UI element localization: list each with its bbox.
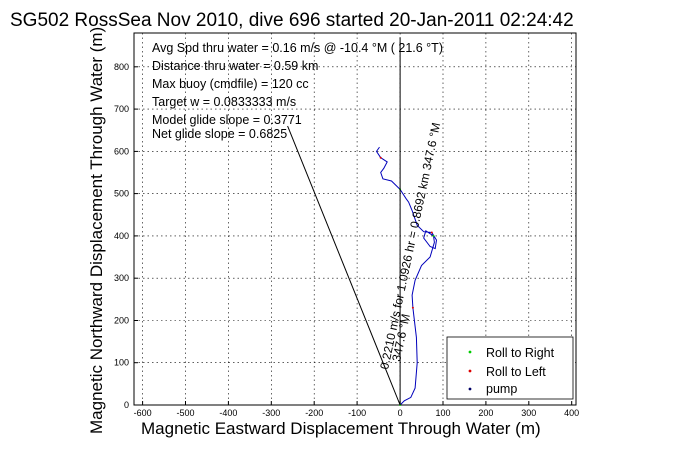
info-block: Avg Spd thru water = 0.16 m/s @ -10.4 °M…: [152, 41, 443, 141]
roll-point: [432, 234, 435, 237]
x-tick-label: 300: [521, 408, 536, 418]
y-tick-label: 600: [114, 146, 129, 156]
info-line-max-buoy: Max buoy (cmdfile) = 120 cc: [152, 77, 309, 91]
y-tick-label: 100: [114, 358, 129, 368]
x-axis-label: Magnetic Eastward Displacement Through W…: [141, 419, 541, 438]
x-tick-label: 200: [478, 408, 493, 418]
y-tick-label: 700: [114, 104, 129, 114]
legend-label-pump: pump: [486, 382, 517, 396]
x-tick-label: -600: [134, 408, 152, 418]
track-line: [375, 146, 438, 406]
y-tick-label: 300: [114, 273, 129, 283]
info-line-target-w: Target w = 0.0833333 m/s: [152, 95, 296, 109]
x-tick-label: -200: [305, 408, 323, 418]
roll-point: [430, 231, 433, 234]
y-tick-label: 400: [114, 231, 129, 241]
info-line-net-glide: Net glide slope = 0.6825: [152, 127, 287, 141]
x-tick-label: -300: [262, 408, 280, 418]
legend-marker-pump: [468, 387, 472, 391]
info-line-avg-speed: Avg Spd thru water = 0.16 m/s @ -10.4 °M…: [152, 41, 443, 55]
y-tick-label: 200: [114, 316, 129, 326]
legend-marker-roll-left: [468, 369, 472, 373]
heading-line: [287, 125, 401, 406]
x-tick-label: 400: [564, 408, 579, 418]
roll-point: [411, 306, 414, 309]
legend-label-roll-right: Roll to Right: [486, 346, 555, 360]
plot-frame: [133, 32, 577, 406]
x-tick-label: 0: [398, 408, 403, 418]
legend-label-roll-left: Roll to Left: [486, 365, 546, 379]
y-tick-label: 500: [114, 189, 129, 199]
legend-box: [446, 336, 574, 400]
chart-title: SG502 RossSea Nov 2010, dive 696 started…: [10, 10, 574, 31]
y-tick-label: 0: [124, 400, 129, 410]
x-tick-label: -500: [176, 408, 194, 418]
legend: Roll to Right Roll to Left pump: [446, 336, 574, 400]
y-axis-label: Magnetic Northward Displacement Through …: [87, 27, 106, 434]
info-line-model-glide: Model glide slope = 0.3771: [152, 113, 302, 127]
x-tick-label: 100: [435, 408, 450, 418]
x-tick-label: -100: [348, 408, 366, 418]
y-tick-label: 800: [114, 62, 129, 72]
legend-marker-roll-right: [468, 350, 472, 354]
x-tick-label: -400: [219, 408, 237, 418]
info-line-distance: Distance thru water = 0.59 km: [152, 59, 318, 73]
roll-point: [379, 156, 382, 159]
